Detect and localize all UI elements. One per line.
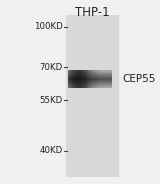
Bar [91, 70, 92, 88]
Bar [111, 70, 112, 88]
Bar [102, 70, 104, 88]
Bar [81, 70, 82, 88]
Bar [77, 70, 78, 88]
Bar [66, 15, 119, 177]
Bar [68, 83, 112, 84]
Bar [83, 70, 84, 88]
Bar [105, 70, 106, 88]
Bar [78, 70, 79, 88]
Bar [104, 70, 105, 88]
Bar [68, 84, 112, 85]
Bar [108, 70, 109, 88]
Bar [68, 70, 69, 88]
Bar [87, 70, 88, 88]
Bar [68, 85, 112, 86]
Bar [89, 70, 90, 88]
Bar [68, 82, 112, 83]
Bar [90, 70, 91, 88]
Text: 100KD: 100KD [34, 22, 63, 31]
Text: CEP55: CEP55 [122, 74, 156, 84]
Bar [68, 71, 112, 72]
Bar [71, 70, 72, 88]
Bar [97, 70, 98, 88]
Text: 40KD: 40KD [39, 146, 63, 155]
Bar [109, 70, 110, 88]
Bar [80, 70, 81, 88]
Bar [68, 78, 112, 79]
Bar [68, 70, 112, 71]
Bar [68, 87, 112, 88]
Bar [107, 70, 108, 88]
Bar [98, 70, 99, 88]
Bar [68, 81, 112, 82]
Text: 55KD: 55KD [39, 96, 63, 105]
Bar [68, 79, 112, 80]
Bar [68, 74, 112, 75]
Bar [76, 70, 77, 88]
Bar [68, 76, 112, 77]
Bar [72, 70, 73, 88]
Bar [99, 70, 100, 88]
Bar [79, 70, 80, 88]
Bar [110, 70, 111, 88]
Text: 70KD: 70KD [39, 63, 63, 72]
Bar [68, 75, 112, 76]
Bar [88, 70, 89, 88]
Bar [84, 70, 86, 88]
Bar [95, 70, 96, 88]
Bar [74, 70, 76, 88]
Bar [68, 72, 112, 73]
Bar [96, 70, 97, 88]
Bar [92, 70, 93, 88]
Bar [93, 70, 95, 88]
Bar [86, 70, 87, 88]
Bar [101, 70, 102, 88]
Bar [68, 86, 112, 87]
Bar [106, 70, 107, 88]
Text: THP-1: THP-1 [75, 6, 110, 19]
Bar [68, 80, 112, 81]
Bar [73, 70, 74, 88]
Bar [69, 70, 70, 88]
Bar [70, 70, 71, 88]
Bar [68, 77, 112, 78]
Bar [100, 70, 101, 88]
Bar [68, 73, 112, 74]
Bar [82, 70, 83, 88]
